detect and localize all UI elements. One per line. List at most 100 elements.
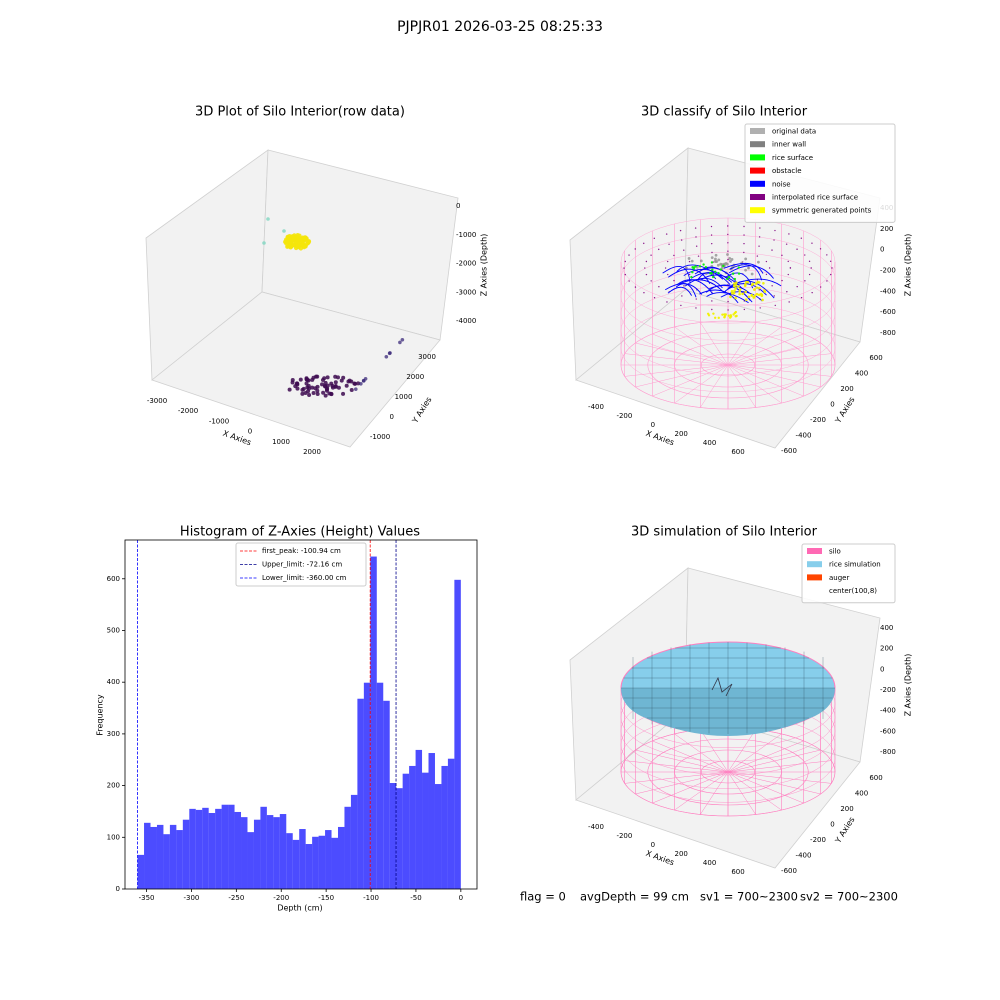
point — [315, 391, 320, 396]
noise-trace — [723, 286, 750, 294]
point — [339, 378, 344, 383]
point — [643, 242, 645, 245]
point — [710, 225, 713, 228]
bar — [241, 817, 248, 889]
x-tick-label: -400 — [588, 403, 604, 411]
y-tick-label: 200 — [107, 782, 120, 790]
z-tick-label: -3000 — [456, 288, 476, 296]
point — [311, 391, 316, 396]
legend-label: inner wall — [772, 141, 806, 149]
legend-swatch — [807, 574, 822, 581]
point — [310, 385, 315, 390]
silo-wire — [620, 303, 836, 393]
y-tick-label: -1000 — [370, 433, 390, 441]
bar — [312, 836, 319, 889]
point — [711, 242, 713, 245]
point — [673, 279, 675, 282]
legend-swatch — [750, 194, 765, 200]
x-tick-label: -200 — [616, 412, 632, 420]
z-tick-label: -2000 — [456, 260, 476, 268]
y-tick-label: 3000 — [418, 353, 436, 361]
bar — [182, 819, 190, 889]
point — [699, 259, 703, 263]
bar — [357, 698, 364, 889]
bar — [208, 812, 216, 889]
silo-wire — [674, 342, 782, 388]
legend-label: interpolated rice surface — [772, 194, 858, 202]
point — [658, 248, 660, 251]
point — [735, 281, 738, 284]
auger — [711, 676, 733, 697]
point — [684, 266, 688, 270]
point — [758, 245, 760, 247]
noise-trace — [723, 262, 764, 274]
point — [829, 260, 832, 263]
point — [287, 387, 292, 392]
point — [322, 384, 327, 389]
point — [384, 354, 389, 359]
point — [628, 280, 630, 282]
figure-title: PJPJR01 2026-03-25 08:25:33 — [397, 19, 603, 35]
point — [717, 258, 721, 262]
bar — [441, 765, 448, 889]
point — [737, 266, 741, 269]
y-tick-label: 0 — [830, 821, 834, 829]
bar — [402, 773, 410, 889]
x-tick-label: -300 — [184, 894, 200, 902]
point — [711, 308, 713, 311]
point — [695, 298, 697, 300]
panes — [145, 147, 881, 869]
bar — [299, 829, 306, 889]
noise-trace — [727, 283, 767, 296]
point — [743, 283, 747, 286]
point — [650, 254, 652, 256]
point — [262, 241, 266, 245]
z-axis-label: Z Axies (Depth) — [904, 234, 913, 297]
point — [282, 229, 286, 233]
bar — [189, 808, 196, 889]
point — [800, 237, 803, 239]
point — [728, 256, 732, 260]
legend-swatch — [807, 548, 822, 554]
bar — [286, 833, 293, 889]
point — [750, 293, 753, 297]
point — [811, 242, 813, 244]
point — [757, 260, 760, 264]
noise-trace — [706, 292, 749, 304]
point — [725, 262, 729, 266]
point — [304, 377, 309, 382]
point — [723, 315, 726, 319]
point — [680, 239, 683, 241]
status-text: sv1 = 700~2300 — [700, 890, 798, 904]
point — [734, 296, 737, 300]
point — [628, 254, 630, 256]
point — [352, 381, 357, 386]
z-tick-label: -200 — [880, 267, 896, 275]
noise-trace — [667, 268, 711, 285]
point — [763, 290, 767, 294]
silo-wire — [700, 353, 756, 377]
legend-label: rice surface — [772, 154, 813, 162]
legend-swatch — [750, 128, 765, 134]
point — [738, 290, 741, 293]
point — [753, 294, 757, 297]
y-tick-label: 1000 — [395, 393, 413, 401]
point — [826, 254, 828, 256]
point — [658, 286, 660, 288]
bar — [260, 806, 267, 889]
point — [732, 282, 736, 285]
y-tick-label: 400 — [855, 790, 868, 798]
point — [645, 260, 648, 263]
point — [756, 255, 759, 257]
point — [750, 272, 754, 276]
point — [694, 265, 697, 268]
point — [306, 239, 312, 244]
point — [353, 387, 358, 391]
point — [327, 391, 332, 396]
point — [727, 309, 729, 311]
point — [687, 257, 691, 260]
z-tick-label: 0 — [456, 202, 460, 210]
point — [323, 393, 328, 398]
point — [831, 267, 833, 269]
x-tick-label: 400 — [703, 859, 716, 867]
